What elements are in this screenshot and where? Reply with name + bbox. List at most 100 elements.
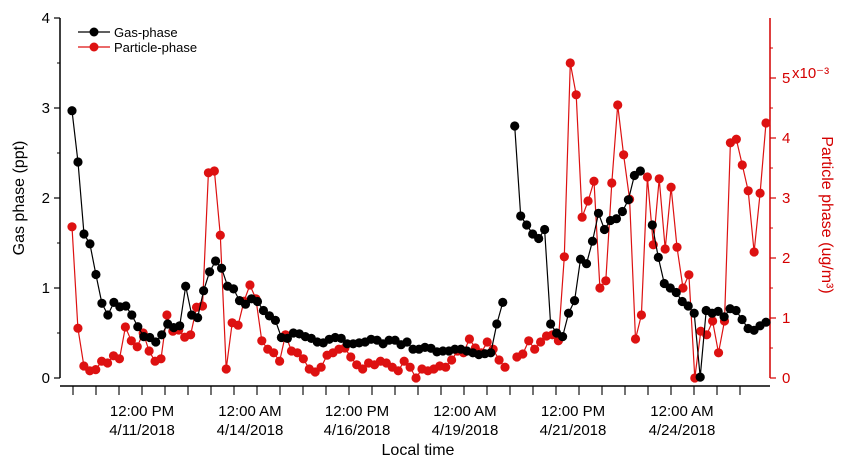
data-point [447, 355, 457, 365]
data-point [623, 195, 633, 205]
data-point [132, 342, 142, 352]
legend-swatch-particle-marker [89, 42, 99, 52]
data-point [611, 214, 622, 224]
data-point [346, 352, 356, 362]
data-point [546, 319, 556, 329]
data-point [298, 354, 308, 364]
x-tick-label-date: 4/24/2018 [649, 422, 716, 439]
data-point [91, 269, 101, 280]
data-point [441, 362, 451, 372]
data-point [565, 58, 575, 68]
data-point [737, 314, 747, 325]
data-point [210, 256, 221, 266]
data-point [393, 366, 403, 376]
data-point [678, 283, 688, 293]
legend-label-particle: Particle-phase [114, 40, 197, 55]
data-point [102, 358, 113, 368]
data-point [530, 344, 540, 354]
data-point [133, 322, 143, 332]
data-point [683, 301, 693, 311]
data-point [563, 308, 574, 318]
left-y-tick-label: 2 [42, 190, 50, 207]
data-point [399, 356, 409, 366]
data-point [67, 222, 77, 232]
left-y-tick-label: 1 [42, 280, 50, 297]
x-tick-label-date: 4/21/2018 [540, 422, 607, 439]
left-y-ticks: 0 1 2 3 4 [42, 10, 60, 387]
data-point [522, 220, 532, 230]
data-point [205, 267, 215, 277]
data-point [258, 305, 269, 316]
data-point [498, 297, 508, 307]
data-point [672, 242, 682, 252]
data-point [492, 319, 502, 329]
x-tick-label-date: 4/19/2018 [432, 422, 499, 439]
x-tick-label-date: 4/11/2018 [109, 422, 175, 439]
data-point [518, 349, 528, 359]
right-y-tick-label: 0 [782, 370, 790, 387]
right-y-axis-title: Particle phase (ug/m³) [818, 136, 835, 293]
data-point [79, 229, 89, 239]
data-point [761, 317, 771, 327]
left-y-tick-label: 3 [42, 100, 50, 117]
data-point [613, 100, 623, 110]
right-axis-multiplier: x10⁻³ [792, 65, 829, 82]
data-point [516, 211, 526, 221]
data-point [209, 166, 219, 176]
right-y-axis-title-text: Particle phase (ug/m³) [818, 136, 835, 293]
data-point [121, 301, 131, 311]
data-point [73, 323, 83, 333]
data-point [292, 348, 303, 358]
data-point [636, 310, 647, 320]
data-point [713, 306, 723, 316]
data-point [85, 239, 95, 249]
x-tick-label-time: 12:00 AM [218, 403, 281, 420]
data-point [215, 230, 225, 240]
data-point [660, 244, 670, 254]
data-point [630, 334, 641, 344]
legend-swatch-gas-marker [89, 27, 99, 37]
data-point [731, 305, 741, 316]
data-point [193, 313, 203, 323]
data-point [593, 208, 604, 218]
series-particle-phase [67, 58, 771, 383]
x-axis-title: Local time [382, 442, 455, 457]
data-point [336, 333, 346, 343]
right-y-tick-label: 4 [782, 130, 790, 147]
data-point [569, 296, 580, 306]
data-point [695, 372, 705, 382]
data-point [252, 296, 263, 307]
data-point [601, 276, 611, 286]
data-point [282, 333, 292, 343]
data-point [540, 224, 550, 235]
data-point [731, 134, 741, 144]
data-point [73, 157, 83, 167]
x-tick-labels: 12:00 PM 4/11/2018 12:00 AM 4/14/2018 12:00 … [109, 403, 715, 439]
series-layer [67, 58, 771, 383]
data-point [577, 212, 587, 222]
data-point [114, 354, 125, 364]
data-point [482, 337, 492, 347]
x-tick-label-date: 4/16/2018 [324, 422, 391, 439]
data-point [534, 233, 544, 244]
data-point [269, 348, 279, 358]
data-point [221, 364, 231, 374]
left-y-axis-title: Gas phase (ppt) [11, 141, 28, 256]
data-point [151, 337, 161, 347]
legend-label-gas: Gas-phase [114, 25, 178, 40]
data-point [635, 166, 645, 176]
data-point [144, 346, 154, 356]
data-point [156, 354, 166, 364]
data-point [689, 308, 699, 318]
data-point [713, 348, 724, 358]
data-point [127, 310, 137, 320]
data-point [411, 373, 421, 383]
data-point [402, 337, 412, 347]
data-point [684, 270, 694, 280]
data-point [233, 320, 243, 330]
data-point [571, 90, 581, 100]
data-point [599, 224, 610, 235]
data-point [126, 336, 136, 346]
data-point [67, 106, 77, 116]
